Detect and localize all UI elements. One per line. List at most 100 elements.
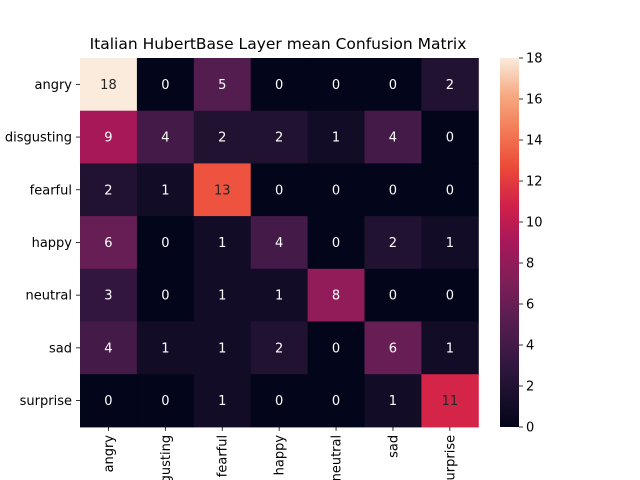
colorbar-tick-label: 0 [526,421,534,436]
colorbar-tick-label: 16 [526,93,543,108]
y-tick-label: sad [49,341,72,356]
heatmap-value-label: 0 [161,289,169,304]
x-tick-label: disgusting [159,435,174,480]
heatmap-value-label: 1 [218,341,226,356]
heatmap-value-label: 13 [214,183,231,198]
y-tick-label: angry [35,78,73,93]
heatmap-value-label: 0 [332,183,340,198]
heatmap-value-label: 0 [389,289,397,304]
heatmap-value-label: 0 [332,236,340,251]
heatmap-value-label: 6 [104,236,112,251]
heatmap-cell [193,110,252,164]
heatmap-value-label: 0 [332,341,340,356]
x-axis-ticks: angry disgusting fearful happy neutral sad sur… [102,426,458,480]
heatmap-cell [364,58,422,112]
heatmap-cell [193,163,252,217]
y-tick-label: neutral [26,289,73,304]
heatmap-cell [421,374,479,428]
heatmap-cell [307,216,365,270]
colorbar-ticks: 0 2 4 6 8 10 12 14 16 18 [519,52,543,436]
colorbar-tick-label: 4 [526,339,534,354]
x-tick-label: sad [386,435,401,458]
heatmap-value-label: 0 [332,78,340,93]
heatmap-value-label: 0 [275,394,283,409]
heatmap-cell [364,321,422,375]
heatmap-value-label: 18 [100,78,117,93]
heatmap-cell [421,58,479,112]
colorbar-tick-label: 8 [526,257,534,272]
heatmap-cell [250,321,309,375]
heatmap-cell [307,268,365,322]
heatmap-value-label: 0 [446,289,454,304]
heatmap-value-label: 0 [275,183,283,198]
heatmap-cell [250,110,309,164]
y-tick-label: disgusting [5,131,72,146]
heatmap-cell [364,374,422,428]
heatmap-value-label: 0 [446,131,454,146]
colorbar-tick-label: 10 [526,216,543,231]
heatmap-cell [80,110,138,164]
heatmap-cell [421,268,479,322]
heatmap-value-label: 2 [104,183,112,198]
heatmap-cell [250,268,309,322]
heatmap-value-label: 0 [446,183,454,198]
heatmap-value-label: 2 [218,131,226,146]
y-axis-ticks: angry disgusting fearful happy neutral sad sur… [5,78,80,409]
heatmap-value-label: 6 [389,341,397,356]
colorbar [500,58,519,427]
x-tick-label: neutral [330,435,345,480]
heatmap-cell [250,374,309,428]
heatmap-value-label: 1 [161,341,169,356]
heatmap-value-label: 1 [446,236,454,251]
heatmap-value-label: 2 [389,236,397,251]
heatmap-value-label: 2 [275,131,283,146]
heatmap-value-label: 0 [275,78,283,93]
heatmap-value-label: 1 [332,131,340,146]
y-tick-label: happy [32,236,73,251]
heatmap-cell [250,163,309,217]
heatmap-cell [193,374,252,428]
colorbar-tick-label: 6 [526,298,534,313]
heatmap-value-label: 1 [446,341,454,356]
heatmap-cell [307,110,365,164]
heatmap-cell [80,163,138,217]
heatmap-cell [421,110,479,164]
heatmap-cell [307,163,365,217]
x-tick-label: angry [102,435,117,473]
heatmap-cell [80,268,138,322]
heatmap-value-label: 1 [389,394,397,409]
heatmap-cell [421,163,479,217]
heatmap-cell [364,216,422,270]
heatmap-cell [80,216,138,270]
heatmap-value-labels: 18 0 5 0 0 0 29 4 2 2 1 4 02 1 13 0 0 0 06 0 1 4 0 2 13 0 1 1 8 0 04 1 1… [100,78,458,409]
heatmap-value-label: 11 [442,394,459,409]
heatmap-value-label: 4 [275,236,283,251]
colorbar-tick-label: 2 [526,380,534,395]
heatmap-cells [80,58,479,428]
heatmap-cell [250,216,309,270]
heatmap-value-label: 0 [389,78,397,93]
heatmap-cell [136,321,195,375]
heatmap-cell [80,58,138,112]
heatmap-cell [136,216,195,270]
y-tick-label: fearful [30,183,72,198]
heatmap-value-label: 2 [446,78,454,93]
heatmap-value-label: 0 [332,394,340,409]
heatmap-value-label: 1 [218,236,226,251]
heatmap-cell [364,163,422,217]
colorbar-tick-label: 18 [526,52,543,67]
y-tick-label: surprise [20,394,72,409]
heatmap-value-label: 3 [104,289,112,304]
heatmap-cell [250,58,309,112]
heatmap-cell [80,374,138,428]
x-tick-label: fearful [216,435,231,477]
heatmap-cell [193,268,252,322]
colorbar-tick-label: 14 [526,134,543,149]
heatmap-cell [364,110,422,164]
heatmap-value-label: 8 [332,289,340,304]
heatmap-value-label: 4 [389,131,397,146]
heatmap-value-label: 4 [161,131,169,146]
colorbar-tick-label: 12 [526,175,543,190]
heatmap-value-label: 4 [104,341,112,356]
